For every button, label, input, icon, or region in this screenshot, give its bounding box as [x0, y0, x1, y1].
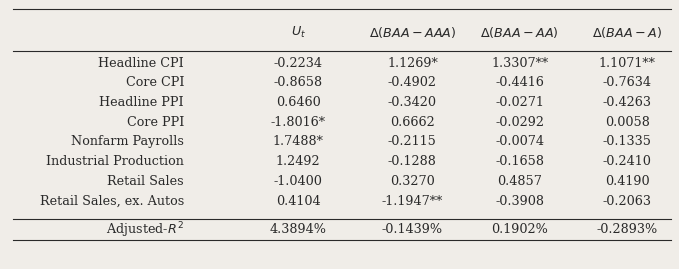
Text: Adjusted-$R^2$: Adjusted-$R^2$	[107, 220, 184, 240]
Text: 4.3894%: 4.3894%	[270, 223, 327, 236]
Text: -0.4416: -0.4416	[496, 76, 545, 89]
Text: Industrial Production: Industrial Production	[46, 155, 184, 168]
Text: 0.6662: 0.6662	[390, 116, 435, 129]
Text: -0.4902: -0.4902	[388, 76, 437, 89]
Text: Headline CPI: Headline CPI	[98, 57, 184, 70]
Text: -0.0271: -0.0271	[496, 96, 545, 109]
Text: $\Delta(BAA-AAA)$: $\Delta(BAA-AAA)$	[369, 24, 456, 40]
Text: Retail Sales: Retail Sales	[107, 175, 184, 188]
Text: -0.2410: -0.2410	[603, 155, 652, 168]
Text: -0.3420: -0.3420	[388, 96, 437, 109]
Text: 1.3307**: 1.3307**	[492, 57, 549, 70]
Text: 0.3270: 0.3270	[390, 175, 435, 188]
Text: -0.4263: -0.4263	[603, 96, 652, 109]
Text: Retail Sales, ex. Autos: Retail Sales, ex. Autos	[40, 194, 184, 208]
Text: -0.2234: -0.2234	[274, 57, 323, 70]
Text: -0.1439%: -0.1439%	[382, 223, 443, 236]
Text: -0.8658: -0.8658	[274, 76, 323, 89]
Text: 1.7488*: 1.7488*	[273, 136, 324, 148]
Text: 1.2492: 1.2492	[276, 155, 320, 168]
Text: 0.4190: 0.4190	[605, 175, 650, 188]
Text: 0.6460: 0.6460	[276, 96, 320, 109]
Text: $U_t$: $U_t$	[291, 24, 306, 40]
Text: -1.0400: -1.0400	[274, 175, 323, 188]
Text: -1.1947**: -1.1947**	[382, 194, 443, 208]
Text: -0.0292: -0.0292	[495, 116, 545, 129]
Text: -0.7634: -0.7634	[603, 76, 652, 89]
Text: 0.1902%: 0.1902%	[492, 223, 548, 236]
Text: Core CPI: Core CPI	[126, 76, 184, 89]
Text: 1.1071**: 1.1071**	[599, 57, 656, 70]
Text: Headline PPI: Headline PPI	[100, 96, 184, 109]
Text: -1.8016*: -1.8016*	[271, 116, 326, 129]
Text: 0.4104: 0.4104	[276, 194, 320, 208]
Text: -0.3908: -0.3908	[495, 194, 545, 208]
Text: $\Delta(BAA-AA)$: $\Delta(BAA-AA)$	[481, 24, 559, 40]
Text: -0.1335: -0.1335	[603, 136, 652, 148]
Text: 0.0058: 0.0058	[605, 116, 650, 129]
Text: -0.1658: -0.1658	[495, 155, 545, 168]
Text: $\Delta(BAA-A)$: $\Delta(BAA-A)$	[592, 24, 662, 40]
Text: 0.4857: 0.4857	[498, 175, 543, 188]
Text: Core PPI: Core PPI	[127, 116, 184, 129]
Text: -0.2115: -0.2115	[388, 136, 437, 148]
Text: -0.0074: -0.0074	[495, 136, 545, 148]
Text: -0.2893%: -0.2893%	[597, 223, 658, 236]
Text: Nonfarm Payrolls: Nonfarm Payrolls	[71, 136, 184, 148]
Text: -0.2063: -0.2063	[603, 194, 652, 208]
Text: 1.1269*: 1.1269*	[387, 57, 438, 70]
Text: -0.1288: -0.1288	[388, 155, 437, 168]
